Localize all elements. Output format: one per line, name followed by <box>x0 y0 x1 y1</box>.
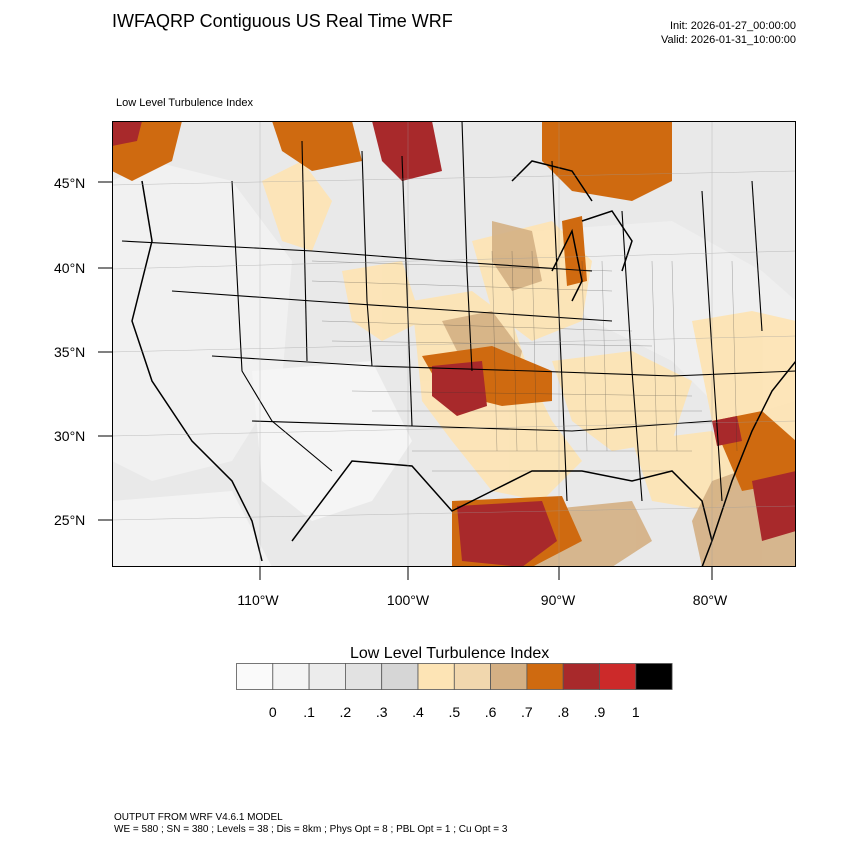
legend-swatch <box>453 663 492 690</box>
graticule <box>112 121 796 567</box>
legend-tick-label: .3 <box>375 704 388 720</box>
low-index-field <box>112 161 796 567</box>
legend-tick-label: .4 <box>412 704 424 720</box>
lon-label-110: 110°W <box>237 592 279 608</box>
lon-ticks <box>259 566 713 580</box>
lon-label-90: 90°W <box>540 592 576 608</box>
lat-label-35: 35°N <box>54 344 86 360</box>
legend-title: Low Level Turbulence Index <box>350 645 550 662</box>
very-high-index-field <box>112 121 796 567</box>
legend-swatch <box>635 663 673 690</box>
model-info: OUTPUT FROM WRF V4.6.1 MODEL <box>114 812 283 823</box>
legend-tick-label: 0 <box>268 704 277 720</box>
lon-label-80: 80°W <box>692 592 728 608</box>
model-settings: WE = 580 ; SN = 380 ; Levels = 38 ; Dis … <box>114 824 508 835</box>
legend-swatch <box>236 663 274 690</box>
valid-time: Valid: 2026-01-31_10:00:00 <box>661 34 796 46</box>
lat-label-40: 40°N <box>54 260 86 276</box>
legend-swatch <box>272 663 310 690</box>
legend-tick-label: .1 <box>303 704 315 720</box>
legend-tick-label: .7 <box>521 704 533 720</box>
init-time: Init: 2026-01-27_00:00:00 <box>670 20 796 32</box>
lat-label-30: 30°N <box>54 428 86 444</box>
lat-ticks <box>98 181 112 521</box>
lat-label-45: 45°N <box>54 175 86 191</box>
field-label: Low Level Turbulence Index <box>116 97 253 109</box>
legend-swatch <box>490 663 528 690</box>
legend-tick-label: .8 <box>557 704 570 720</box>
lon-label-100: 100°W <box>386 592 430 608</box>
legend-swatch <box>308 663 346 690</box>
legend-tick-label: 1 <box>631 704 640 720</box>
legend-swatch <box>345 663 383 690</box>
main-title: IWFAQRP Contiguous US Real Time WRF <box>112 11 453 31</box>
legend-tick-label: .9 <box>593 704 606 720</box>
legend-swatch <box>562 663 600 690</box>
map-svg <box>112 121 796 567</box>
county-boundaries <box>311 250 738 472</box>
legend-swatch <box>599 663 637 690</box>
legend-tick-label: .2 <box>339 704 352 720</box>
state-boundaries <box>121 121 796 502</box>
coastline <box>131 160 796 567</box>
legend-swatch <box>526 663 564 690</box>
legend-tick-label: .5 <box>448 704 461 720</box>
legend-swatch <box>417 663 455 690</box>
legend-colorbar <box>236 663 673 690</box>
legend-swatch <box>381 663 419 690</box>
map-panel <box>112 121 796 567</box>
legend-tick-label: .6 <box>484 704 497 720</box>
lat-label-25: 25°N <box>54 512 86 528</box>
